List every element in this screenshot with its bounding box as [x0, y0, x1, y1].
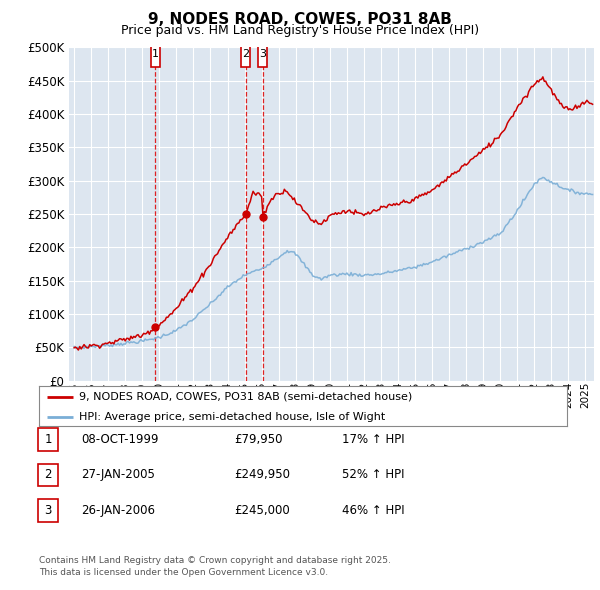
Text: 9, NODES ROAD, COWES, PO31 8AB: 9, NODES ROAD, COWES, PO31 8AB	[148, 12, 452, 27]
Text: 2: 2	[44, 468, 52, 481]
Text: Contains HM Land Registry data © Crown copyright and database right 2025.: Contains HM Land Registry data © Crown c…	[39, 556, 391, 565]
Text: £245,000: £245,000	[234, 504, 290, 517]
Text: 17% ↑ HPI: 17% ↑ HPI	[342, 433, 404, 446]
Text: 52% ↑ HPI: 52% ↑ HPI	[342, 468, 404, 481]
Text: This data is licensed under the Open Government Licence v3.0.: This data is licensed under the Open Gov…	[39, 568, 328, 577]
Text: 2: 2	[242, 49, 250, 59]
Text: 9, NODES ROAD, COWES, PO31 8AB (semi-detached house): 9, NODES ROAD, COWES, PO31 8AB (semi-det…	[79, 392, 412, 402]
Text: 27-JAN-2005: 27-JAN-2005	[81, 468, 155, 481]
Text: 1: 1	[152, 49, 159, 59]
Text: 1: 1	[44, 433, 52, 446]
FancyBboxPatch shape	[258, 41, 268, 67]
FancyBboxPatch shape	[241, 41, 250, 67]
Text: 08-OCT-1999: 08-OCT-1999	[81, 433, 158, 446]
Text: £79,950: £79,950	[234, 433, 283, 446]
Text: HPI: Average price, semi-detached house, Isle of Wight: HPI: Average price, semi-detached house,…	[79, 412, 385, 422]
FancyBboxPatch shape	[151, 41, 160, 67]
Text: 46% ↑ HPI: 46% ↑ HPI	[342, 504, 404, 517]
Text: Price paid vs. HM Land Registry's House Price Index (HPI): Price paid vs. HM Land Registry's House …	[121, 24, 479, 37]
Text: 3: 3	[44, 504, 52, 517]
Text: 3: 3	[259, 49, 266, 59]
Text: £249,950: £249,950	[234, 468, 290, 481]
Text: 26-JAN-2006: 26-JAN-2006	[81, 504, 155, 517]
